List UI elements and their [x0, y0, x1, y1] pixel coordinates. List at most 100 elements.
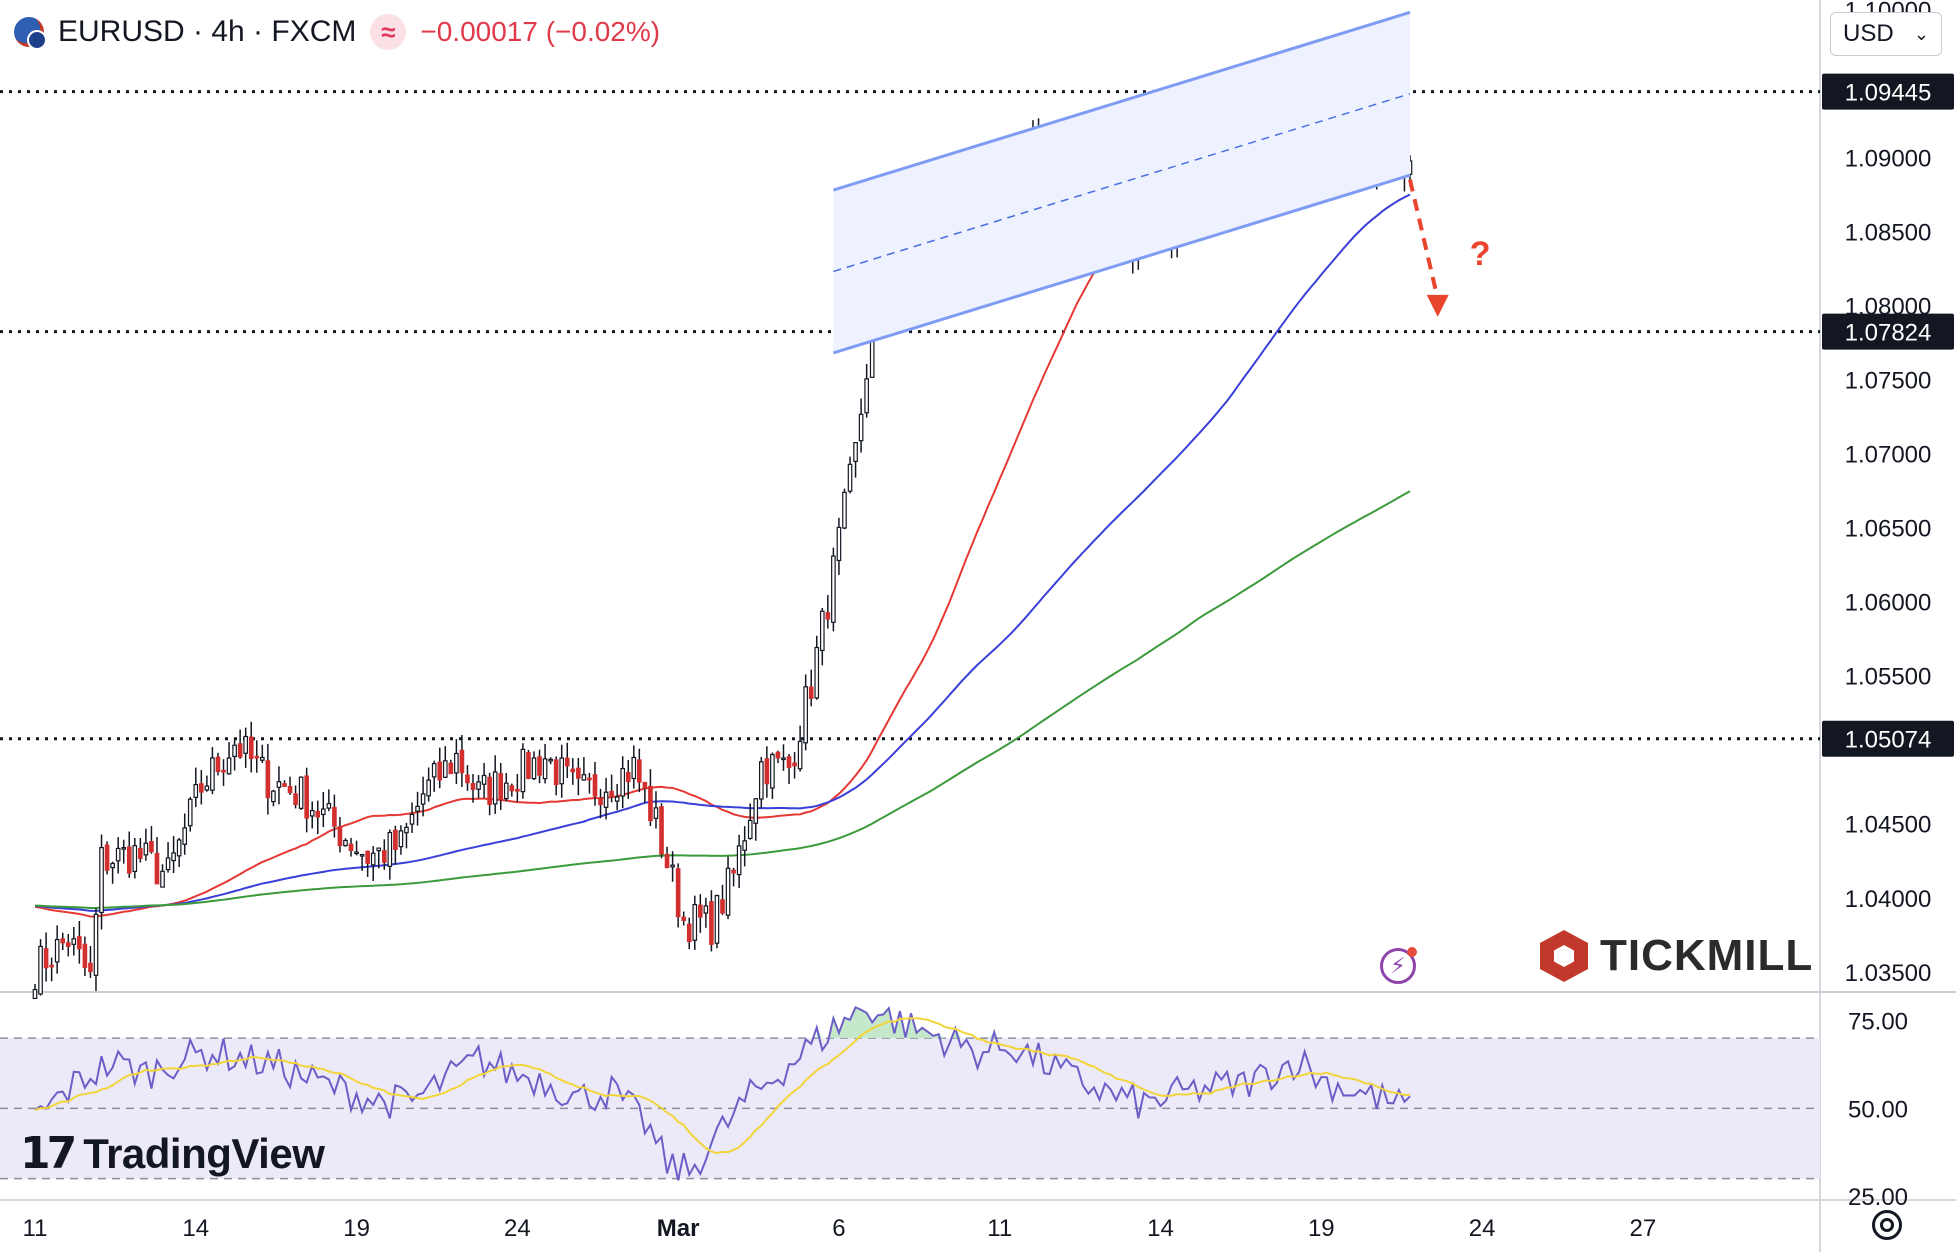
rsi-tick-label: 50.00	[1848, 1096, 1908, 1123]
candle-up	[176, 839, 182, 857]
candle-up	[670, 864, 675, 868]
candle-down	[77, 936, 82, 950]
candle-up	[736, 845, 742, 876]
price-tick-label: 1.07500	[1845, 368, 1932, 395]
candle-down	[49, 964, 54, 968]
time-tick-label: 14	[1147, 1215, 1174, 1242]
candle-up	[99, 847, 104, 914]
candle-up	[559, 757, 565, 785]
time-tick-label: 24	[504, 1215, 531, 1242]
tickmill-logo: TICKMILL	[1540, 930, 1813, 982]
candle-down	[448, 762, 454, 775]
candle-up	[836, 526, 842, 562]
symbol-title[interactable]: EURUSD · 4h · FXCM	[58, 15, 357, 48]
candle-up	[404, 826, 409, 834]
candle-up	[420, 793, 426, 805]
price-tick-label: 1.07000	[1845, 442, 1932, 469]
candle-up	[243, 735, 249, 754]
candle-up	[232, 744, 237, 757]
candle-down	[393, 829, 398, 851]
candle-up	[121, 847, 127, 850]
candle-up	[71, 938, 77, 945]
candle-down	[681, 916, 687, 922]
candle-up	[204, 785, 210, 791]
candle-down	[792, 762, 797, 767]
price-change: −0.00017 (−0.02%)	[420, 16, 661, 47]
candle-up	[409, 813, 415, 825]
candle-down	[348, 843, 354, 852]
candle-down	[221, 769, 226, 773]
candle-up	[298, 776, 304, 809]
candle-up	[531, 757, 537, 780]
gear-icon[interactable]	[1872, 1210, 1902, 1240]
price-axis: 1.03500 1.04000 1.04500 1.05500 1.06000 1.065…	[1819, 0, 1932, 1252]
candle-up	[781, 757, 786, 761]
candle-up	[320, 808, 326, 816]
candle-up	[770, 753, 775, 789]
candle-up	[415, 805, 420, 812]
candle-up	[692, 904, 698, 941]
rsi-signal-line	[34, 1017, 1411, 1155]
candle-down	[138, 847, 143, 859]
candle-up	[614, 796, 620, 802]
candle-down	[686, 923, 692, 943]
candle-up	[32, 988, 38, 1000]
price-tick-label: 1.04500	[1845, 812, 1932, 839]
candle-down	[537, 756, 542, 776]
currency-select[interactable]: USD ⌄	[1830, 12, 1942, 56]
candle-up	[858, 413, 864, 442]
candle-up	[387, 831, 393, 867]
candle-up	[864, 378, 869, 414]
candle-up	[359, 853, 365, 857]
candle-down	[154, 852, 160, 885]
candle-up	[38, 945, 43, 995]
approx-indicator-icon[interactable]: ≈	[370, 14, 407, 50]
time-tick-label: 11	[23, 1215, 48, 1242]
candle-up	[165, 857, 171, 871]
time-tick-label: 27	[1630, 1215, 1657, 1242]
candle-up	[492, 771, 498, 805]
candle-down	[265, 760, 271, 799]
candle-up	[581, 774, 587, 781]
candle-down	[82, 943, 88, 969]
candle-down	[648, 785, 653, 822]
candle-down	[698, 904, 703, 918]
rsi-overbought-fill	[816, 1007, 995, 1039]
candle-down	[553, 759, 559, 786]
candle-down	[587, 777, 592, 781]
candle-down	[570, 768, 576, 773]
candle-down	[304, 775, 309, 819]
candle-up	[187, 798, 193, 827]
candle-down	[381, 850, 387, 863]
candle-down	[60, 938, 66, 944]
candle-down	[237, 743, 243, 758]
candle-down	[149, 841, 154, 853]
candle-down	[775, 751, 781, 759]
lightning-icon[interactable]: ⚡	[1380, 947, 1417, 984]
rsi-line	[34, 1005, 1411, 1181]
price-tick-label: 1.06000	[1845, 590, 1932, 617]
candle-up	[226, 757, 232, 775]
candle-up	[171, 852, 176, 862]
candle-up	[742, 840, 747, 851]
level-price-tag	[1822, 313, 1954, 350]
candle-up	[631, 756, 637, 780]
level-price-tag	[1822, 73, 1954, 110]
moving-average-line	[34, 490, 1411, 910]
candle-down	[564, 757, 570, 767]
candle-down	[470, 783, 476, 790]
candle-up	[853, 442, 858, 463]
tickmill-mark-icon	[1540, 930, 1588, 982]
price-tick-label: 1.05500	[1845, 664, 1932, 691]
horizontal-levels: 1.09445 1.07824 1.05074	[0, 73, 1954, 757]
candle-down	[498, 773, 504, 801]
candle-down	[526, 752, 531, 779]
candle-down	[675, 868, 681, 918]
time-tick-label: 19	[1308, 1215, 1335, 1242]
candle-up	[503, 782, 509, 800]
candle-up	[309, 809, 315, 817]
price-channel	[832, 10, 1411, 355]
candle-down	[659, 806, 664, 855]
candle-up	[725, 867, 731, 916]
